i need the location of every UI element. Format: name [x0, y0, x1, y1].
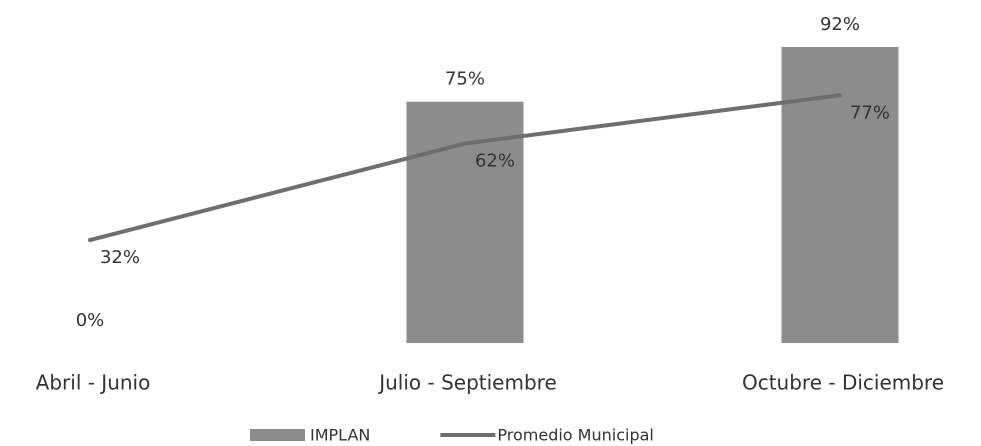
- legend-label: Promedio Municipal: [497, 426, 653, 445]
- data-label: 77%: [850, 102, 890, 123]
- data-label: 92%: [820, 14, 860, 35]
- x-tick-label: Abril - Junio: [36, 371, 151, 395]
- x-tick-label: Octubre - Diciembre: [742, 371, 944, 395]
- legend-swatch: [250, 429, 305, 441]
- line: [88, 93, 842, 243]
- data-label: 32%: [100, 247, 140, 268]
- bar: [781, 47, 899, 343]
- data-label: 62%: [475, 151, 515, 172]
- legend-label: IMPLAN: [310, 426, 370, 445]
- x-tick-label: Julio - Septiembre: [377, 371, 557, 395]
- data-label: 0%: [76, 310, 105, 331]
- data-label: 75%: [445, 69, 485, 90]
